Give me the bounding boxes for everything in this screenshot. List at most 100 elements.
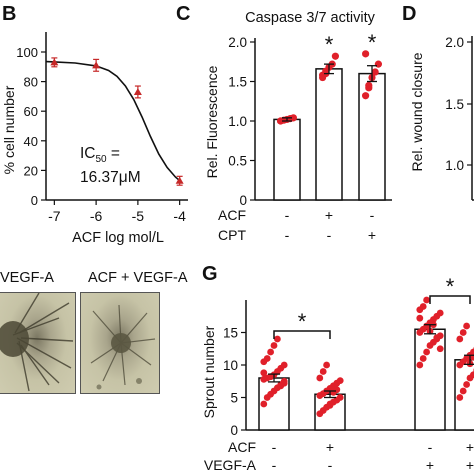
b-x-axis-label: ACF log mol/L [72, 230, 164, 246]
c-y-tick-label: 1.5 [228, 75, 247, 90]
g-data-point [280, 379, 288, 387]
c-data-point [277, 117, 285, 125]
c-significance-star: * [368, 30, 377, 55]
b-ic50-equals: = [107, 145, 120, 162]
g-data-point [280, 361, 288, 369]
g-data-point [419, 303, 427, 310]
g-row-mark: - [272, 439, 277, 455]
g-significance-star: * [298, 309, 307, 334]
b-y-tick-label: 60 [24, 104, 38, 119]
c-row-mark: - [370, 207, 375, 223]
b-ic50-subscript: 50 [96, 154, 108, 165]
b-ic50-label: IC50 = [80, 145, 120, 165]
g-data-point [336, 377, 344, 384]
g-row-mark: - [428, 439, 433, 455]
g-data-point [274, 335, 281, 343]
c-data-point [362, 50, 370, 58]
panel-d-wound-closure: D 1.0 1.5 2.0 Rel. wound closure [402, 3, 474, 201]
g-significance-star: * [446, 274, 455, 299]
c-y-tick-label: 0 [239, 193, 247, 208]
spheroid-image-vegf [0, 292, 76, 394]
c-bar [273, 118, 301, 201]
g-data-point [470, 348, 474, 356]
c-row-mark: + [368, 227, 376, 243]
panel-c-caspase-chart: C Caspase 3/7 activity 0 0.5 1.0 1.5 2.0 Rel. … [176, 3, 392, 243]
g-y-tick-label: 15 [223, 326, 238, 341]
spheroid-image-acf-vegf [80, 292, 160, 394]
panel-letter-c: C [176, 3, 190, 25]
g-data-point [456, 335, 464, 343]
c-y-tick-label: 0.5 [228, 154, 247, 169]
c-title: Caspase 3/7 activity [245, 10, 376, 26]
c-row-mark: - [285, 207, 290, 223]
g-data-point [336, 394, 344, 401]
g-data-point [436, 309, 444, 317]
panel-b-dose-response: B 0 20 40 60 80 100 -7 -6 -5 -4 ACF log mol/L % cel… [1, 3, 188, 246]
g-data-point [423, 296, 430, 304]
b-x-tick-label: -4 [173, 208, 186, 224]
g-row-mark: + [466, 439, 474, 455]
image-label-acf-vegf: ACF + VEGF-A [88, 270, 188, 286]
c-data-point [289, 114, 297, 122]
b-data-point [175, 176, 184, 184]
c-significance-star: * [325, 32, 334, 57]
b-y-tick-label: 0 [31, 193, 38, 208]
c-row-mark: - [327, 227, 332, 243]
spheroid-sprouts-left [0, 293, 74, 392]
b-x-tick-label: -6 [90, 208, 103, 224]
c-row-label: CPT [218, 227, 246, 243]
g-data-point [260, 400, 268, 408]
g-row-mark: - [328, 457, 333, 473]
g-data-point [323, 361, 330, 369]
b-y-tick-label: 20 [24, 163, 38, 178]
panel-letter-d: D [402, 3, 416, 25]
d-y-tick-label: 1.5 [445, 97, 464, 112]
b-x-tick-label: -5 [132, 208, 145, 224]
c-y-tick-label: 2.0 [228, 35, 247, 50]
g-row-mark: + [466, 457, 474, 473]
b-data-point [92, 61, 101, 69]
g-data-point [463, 381, 470, 388]
d-y-axis-label: Rel. wound closure [409, 52, 425, 171]
g-data-point [260, 369, 268, 377]
c-data-point [371, 68, 379, 76]
b-y-tick-label: 40 [24, 134, 38, 149]
g-y-tick-label: 5 [230, 391, 238, 406]
g-significance-bracket [429, 295, 471, 304]
b-y-tick-label: 80 [24, 75, 38, 90]
b-ic50-value: 16.37μM [80, 169, 141, 186]
c-bar [315, 68, 343, 201]
b-data-point [133, 87, 142, 95]
b-x-tick-label: -7 [48, 208, 61, 224]
d-y-tick-label: 1.0 [445, 158, 464, 173]
b-y-axis-label: % cell number [1, 85, 17, 174]
d-y-tick-label: 2.0 [445, 35, 464, 50]
b-ic50-ic: IC [80, 145, 96, 162]
panel-letter-g: G [202, 263, 218, 285]
c-data-point [374, 60, 382, 68]
g-data-point [270, 342, 278, 349]
c-bar [358, 72, 386, 201]
spheroid-sprouts-right [90, 304, 156, 390]
g-data-point [419, 355, 427, 362]
g-data-point [470, 371, 474, 379]
g-data-point [433, 334, 441, 342]
g-data-point [463, 322, 470, 330]
g-y-tick-label: 10 [223, 358, 238, 373]
c-data-point [362, 92, 370, 100]
image-label-vegf: VEGF-A [0, 270, 54, 286]
g-data-point [459, 329, 467, 336]
g-data-point [423, 348, 430, 356]
g-data-point [316, 374, 324, 382]
g-data-point [416, 314, 424, 322]
g-row-label: ACF [228, 439, 256, 455]
g-significance-bracket [273, 330, 331, 339]
c-row-mark: + [325, 207, 333, 223]
panel-letter-b: B [2, 3, 16, 25]
g-row-mark: - [272, 457, 277, 473]
g-data-point [333, 386, 341, 394]
c-y-axis-label: Rel. Fluorescence [204, 65, 220, 178]
b-y-tick-label: 100 [16, 45, 38, 60]
g-data-point [326, 401, 334, 409]
g-y-axis-label: Sprout number [201, 325, 217, 418]
